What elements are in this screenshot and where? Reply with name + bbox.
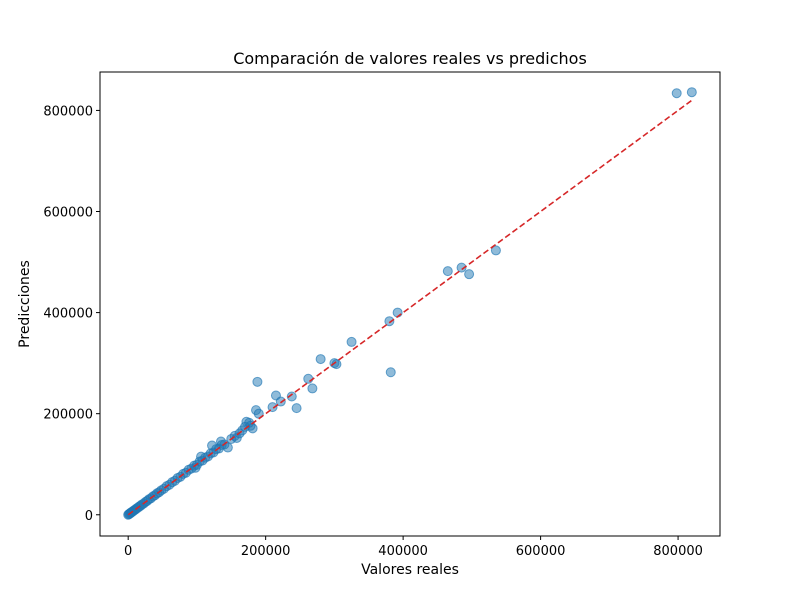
scatter-point <box>686 87 697 98</box>
y-axis-label: Predicciones <box>17 260 33 348</box>
scatter-point <box>307 383 318 394</box>
scatter-point <box>207 440 218 451</box>
scatter-point <box>190 462 201 473</box>
scatter-point <box>315 354 326 365</box>
scatter-point <box>385 367 396 378</box>
x-tick-label: 600000 <box>516 544 566 559</box>
plot-frame <box>99 71 721 537</box>
x-axis: 0 200000 400000 600000 800000 <box>124 536 703 559</box>
chart-title: Comparación de valores reales vs predich… <box>233 49 587 68</box>
scatter-point <box>490 245 501 256</box>
y-tick-label: 800000 <box>43 104 93 119</box>
y-tick-label: 0 <box>85 509 93 524</box>
scatter-point <box>346 336 357 347</box>
scatter-point <box>286 391 297 402</box>
y-tick-label: 400000 <box>43 307 93 322</box>
scatter-point <box>291 403 302 414</box>
x-tick-label: 800000 <box>653 544 703 559</box>
x-tick-label: 400000 <box>378 544 428 559</box>
scatter-point <box>384 316 395 327</box>
scatter-point <box>442 266 453 277</box>
y-axis: 0 200000 400000 600000 800000 <box>43 104 100 524</box>
scatter-point <box>252 376 263 387</box>
scatter-point <box>456 262 467 273</box>
scatter-point <box>247 423 258 434</box>
y-tick-label: 200000 <box>43 408 93 423</box>
scatter-point <box>303 373 314 384</box>
scatter-point <box>222 442 233 453</box>
x-tick-label: 0 <box>124 544 132 559</box>
scatter-point <box>215 436 226 447</box>
scatter-point <box>275 396 286 407</box>
x-axis-label: Valores reales <box>361 562 459 578</box>
scatter-point <box>464 269 475 280</box>
y-tick-label: 600000 <box>43 206 93 221</box>
x-tick-label: 200000 <box>241 544 291 559</box>
scatter-point <box>671 88 682 99</box>
